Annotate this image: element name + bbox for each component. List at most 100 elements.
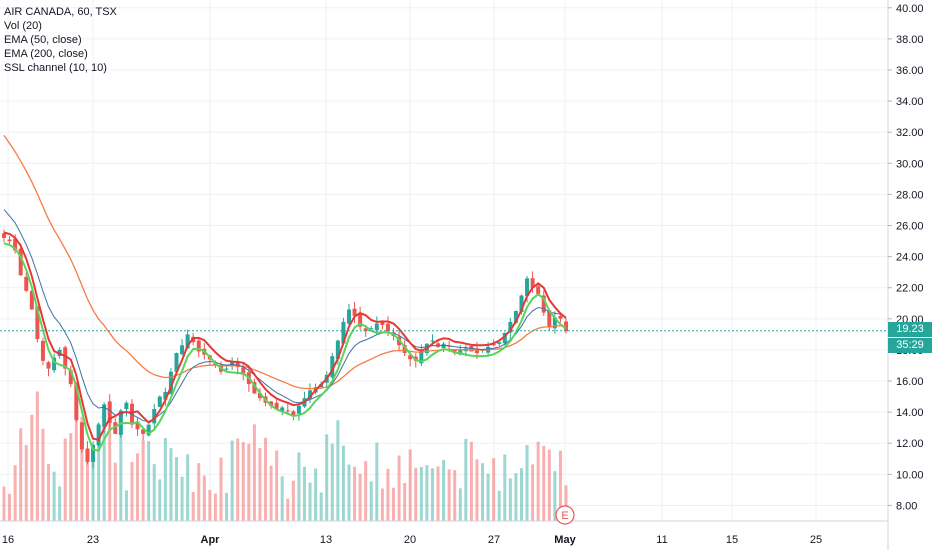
candle-body [91,444,96,462]
price-tick-label: 8.00 [896,500,917,512]
volume-bar [174,457,178,521]
volume-bar [197,463,201,521]
volume-bar [252,424,256,521]
volume-bar [85,453,89,521]
volume-bar [191,491,195,521]
volume-bar [453,470,457,521]
volume-bar [158,479,162,521]
candle-body [63,347,68,369]
volume-bar [564,485,568,521]
volume-bar [24,445,28,521]
candle-body [341,321,346,344]
candle-body [363,328,368,332]
volume-bar [442,459,446,521]
volume-bar [436,466,440,521]
time-tick-label: 27 [488,534,500,546]
price-tick-label: 26.00 [896,221,924,233]
candle-body [257,393,262,399]
volume-bar [375,442,379,521]
earnings-event-label: E [561,510,568,522]
volume-bar [169,448,173,521]
candle-body [274,402,279,410]
volume-bar [325,434,329,521]
volume-bar [403,483,407,521]
volume-bar [481,463,485,521]
volume-bar [219,457,223,521]
volume-bar [519,468,523,521]
candle-body [346,309,351,324]
candle-body [436,343,441,347]
price-tick-label: 28.00 [896,189,924,201]
volume-bar [35,391,39,521]
candle-body [330,356,335,378]
volume-bar [269,465,273,521]
volume-bar [542,445,546,521]
volume-bar [180,476,184,521]
candle-body [85,448,90,462]
chart-grid [0,0,888,521]
volume-bar [486,473,490,521]
time-tick-label: May [554,534,576,546]
candle-body [113,422,118,434]
volume-bar [291,480,295,521]
countdown-badge: 35:29 [888,338,932,353]
volume-bar [319,492,323,521]
legend-ema50[interactable]: EMA (50, close) [4,34,82,46]
volume-bar [386,468,390,521]
candle-body [146,424,151,436]
candle-body [102,404,107,427]
candle-body [285,410,290,412]
price-tick-label: 30.00 [896,158,924,170]
volume-bar [503,454,507,521]
volume-bar [280,476,284,521]
volume-bar [369,481,373,521]
candle-body [547,310,552,327]
price-tick-label: 32.00 [896,127,924,139]
legend-ssl[interactable]: SSL channel (10, 10) [4,62,107,74]
time-axis[interactable]: 16 23 Apr 13 20 27 May 11 15 25 [2,534,822,546]
volume-bar [2,486,6,521]
candle-body [458,349,463,355]
volume-bar [525,445,529,521]
candle-body [452,349,457,352]
candle-body [29,290,34,310]
volume-bar [236,438,240,521]
volume-bar [314,468,318,521]
candle-body [380,322,385,326]
legend-symbol[interactable]: AIR CANADA, 60, TSX [4,6,117,18]
volume-bar [141,440,145,521]
legend-ema200[interactable]: EMA (200, close) [4,48,88,60]
candle-body [558,315,563,319]
candle-body [52,357,57,371]
candle-body [13,238,18,251]
volume-bar [408,449,412,521]
price-axis[interactable]: 8.0010.0012.0014.0016.0018.0020.0022.002… [888,3,924,513]
price-tick-label: 40.00 [896,3,924,15]
candle-body [491,344,496,346]
volume-bar [152,464,156,521]
volume-bar [13,465,17,521]
ema50-line [3,209,567,423]
legend-volume[interactable]: Vol (20) [4,20,42,32]
candle-body [508,321,513,333]
candle-body [46,362,51,369]
candle-body [40,340,45,361]
volume-bar [414,467,418,521]
candle-body [252,382,257,394]
volume-bar [336,420,340,521]
candle-body [124,402,129,410]
volume-bar [558,450,562,521]
time-tick-label: 16 [2,534,14,546]
price-tick-label: 36.00 [896,65,924,77]
volume-bar [91,446,95,521]
price-tick-label: 12.00 [896,438,924,450]
volume-bar [264,437,268,521]
volume-bar [19,428,23,521]
volume-bar [353,466,357,521]
volume-bar [119,420,123,521]
volume-bar [230,440,234,521]
volume-bar [63,438,67,521]
candle-body [519,295,524,313]
earnings-event-marker[interactable]: E [555,505,575,525]
